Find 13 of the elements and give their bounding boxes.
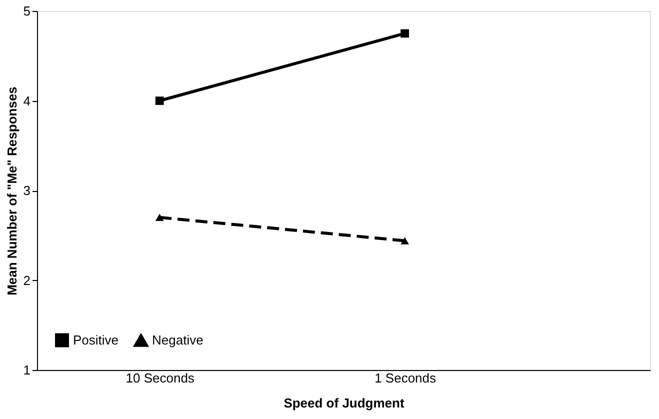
y-tick-label: 5: [23, 4, 30, 18]
x-tick-label: 1 Seconds: [374, 370, 437, 386]
y-tick-label: 4: [23, 93, 30, 108]
y-axis-title: Mean Number of "Me" Responses: [4, 86, 20, 296]
x-axis-title: Speed of Judgment: [284, 396, 405, 410]
y-tick-label: 1: [23, 362, 30, 378]
point: [155, 96, 164, 105]
legend-label: Negative: [152, 332, 204, 348]
point: [400, 29, 409, 38]
y-tick-label: 3: [23, 183, 30, 198]
y-tick-label: 2: [23, 272, 30, 288]
x-tick-label: 10 Seconds: [126, 370, 195, 386]
legend-label: Positive: [73, 332, 119, 348]
